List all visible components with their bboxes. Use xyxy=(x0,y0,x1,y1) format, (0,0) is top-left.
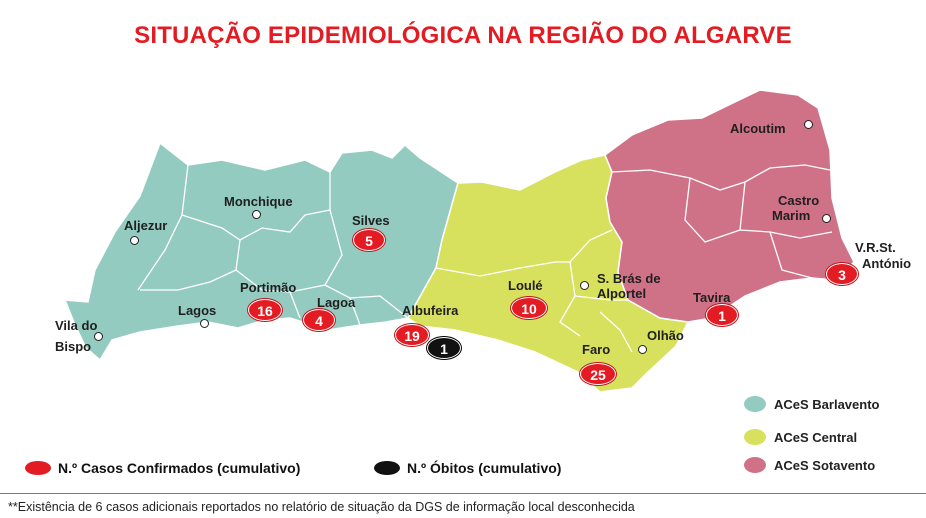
legend-swatch-sotavento xyxy=(744,457,766,473)
town-label-loule: Loulé xyxy=(508,278,543,293)
town-label-olhao: Olhão xyxy=(647,328,684,343)
legend-barlavento: ACeS Barlavento xyxy=(744,396,879,412)
municipality-borders xyxy=(137,164,833,353)
town-label-lagoa: Lagoa xyxy=(317,295,356,310)
legend-swatch-confirmed xyxy=(25,461,51,475)
cases-badge-tavira: 1 xyxy=(706,304,738,326)
legend-swatch-barlavento xyxy=(744,396,766,412)
cases-badge-lagoa: 4 xyxy=(303,309,335,331)
town-label-silves: Silves xyxy=(352,213,390,228)
region-sotavento xyxy=(604,89,855,323)
legend-central: ACeS Central xyxy=(744,429,857,445)
town-label-aljezur: Aljezur xyxy=(124,218,168,233)
cases-badge-albufeira: 19 xyxy=(395,324,429,346)
cases-badge-faro: 25 xyxy=(580,363,616,385)
region-barlavento xyxy=(63,141,459,362)
cases-badge-loule: 10 xyxy=(511,297,547,319)
map-title: SITUAÇÃO EPIDEMIOLÓGICA NA REGIÃO DO ALG… xyxy=(134,22,792,49)
legend-sotavento: ACeS Sotavento xyxy=(744,457,875,473)
town-label-portimao: Portimão xyxy=(240,280,297,295)
legend-label-barlavento: ACeS Barlavento xyxy=(774,396,880,412)
town-label-vila-do-bispo-line1: Vila do xyxy=(55,318,98,333)
town-label-castro-marim-line2: Marim xyxy=(772,208,811,223)
footnote-divider xyxy=(0,493,926,494)
town-label-tavira: Tavira xyxy=(693,290,731,305)
town-label-vrsa-line1: V.R.St. xyxy=(855,240,896,255)
town-label-monchique: Monchique xyxy=(224,194,293,209)
cases-badge-silves: 5 xyxy=(353,229,385,251)
legend-swatch-central xyxy=(744,429,766,445)
town-label-albufeira: Albufeira xyxy=(402,303,459,318)
town-marker-sbras xyxy=(580,281,589,290)
town-label-vrsa-line2: António xyxy=(862,256,912,271)
cases-badge-vrsa: 3 xyxy=(826,263,858,285)
town-marker-alcoutim xyxy=(804,120,813,129)
town-label-alcoutim: Alcoutim xyxy=(730,121,786,136)
legend-label-deaths: N.º Óbitos (cumulativo) xyxy=(407,460,562,476)
town-marker-olhao xyxy=(638,345,647,354)
legend-label-confirmed: N.º Casos Confirmados (cumulativo) xyxy=(58,460,301,476)
town-marker-castro-marim xyxy=(822,214,831,223)
town-label-vila-do-bispo-line2: Bispo xyxy=(55,339,92,354)
town-marker-monchique xyxy=(252,210,261,219)
legend-confirmed: N.º Casos Confirmados (cumulativo) xyxy=(25,460,300,476)
town-label-sbras-line2: Alportel xyxy=(597,286,647,301)
legend-label-sotavento: ACeS Sotavento xyxy=(774,457,876,473)
cases-badge-portimao: 16 xyxy=(248,299,282,321)
town-label-castro-marim-line1: Castro xyxy=(778,193,820,208)
legend-deaths: N.º Óbitos (cumulativo) xyxy=(374,460,561,476)
legend-label-central: ACeS Central xyxy=(774,429,858,445)
town-marker-aljezur xyxy=(130,236,139,245)
deaths-badge-albufeira: 1 xyxy=(427,337,461,359)
town-marker-vila-do-bispo xyxy=(94,332,103,341)
footnote: **Existência de 6 casos adicionais repor… xyxy=(8,500,635,514)
legend-swatch-deaths xyxy=(374,461,400,475)
town-label-lagos: Lagos xyxy=(178,303,217,318)
town-label-faro: Faro xyxy=(582,342,611,357)
town-label-sbras-line1: S. Brás de xyxy=(597,271,661,286)
town-marker-lagos xyxy=(200,319,209,328)
